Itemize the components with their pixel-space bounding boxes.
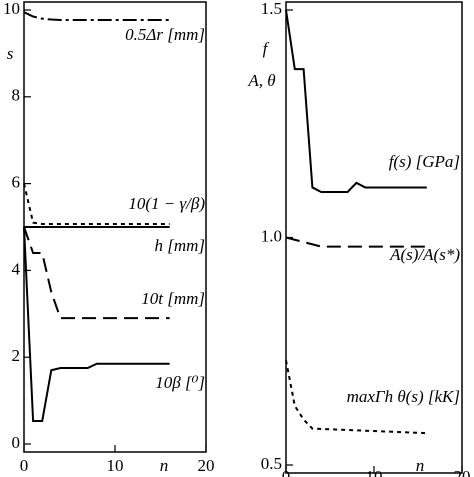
series-label: 10β [⁰] [155,373,205,392]
y-axis-title: A, θ [247,71,275,90]
x-tick-label: 20 [198,456,215,475]
series-line [23,183,170,225]
x-tick-label: 0 [20,456,29,475]
x-tick-label: 10 [366,467,383,477]
series-label: h [mm] [154,236,205,255]
series-line [285,236,427,248]
x-axis-title: n [416,456,425,475]
y-tick-label: 6 [12,173,21,192]
y-tick-label: 2 [12,346,21,365]
series-label: f(s) [GPa] [389,152,460,171]
series-line [23,226,170,422]
y-tick-label: 4 [12,259,21,278]
x-axis-title: n [160,456,169,475]
x-tick-label: 10 [107,456,124,475]
y-tick-label: 0.5 [261,454,282,473]
y-axis-title: s [7,44,14,63]
series-line [23,11,170,21]
y-tick-label: 8 [12,86,21,105]
series-label: 0.5Δr [mm] [125,25,205,44]
y-tick-label: 10 [3,0,20,18]
y-tick-label: 1.0 [261,226,282,245]
series-line [23,226,170,320]
y-tick-label: 0 [12,433,21,452]
x-tick-label: 20 [454,467,471,477]
series-label: A(s)/A(s*) [389,245,460,264]
series-label: 10(1 − γ/β) [128,194,205,213]
series-label: maxΓh θ(s) [kK] [347,387,460,406]
y-axis-title: f [263,39,270,58]
y-tick-label: 1.5 [261,0,282,18]
x-tick-label: 0 [282,467,291,477]
series-line [285,360,427,435]
series-label: 10t [mm] [141,289,205,308]
series-line [285,9,427,193]
